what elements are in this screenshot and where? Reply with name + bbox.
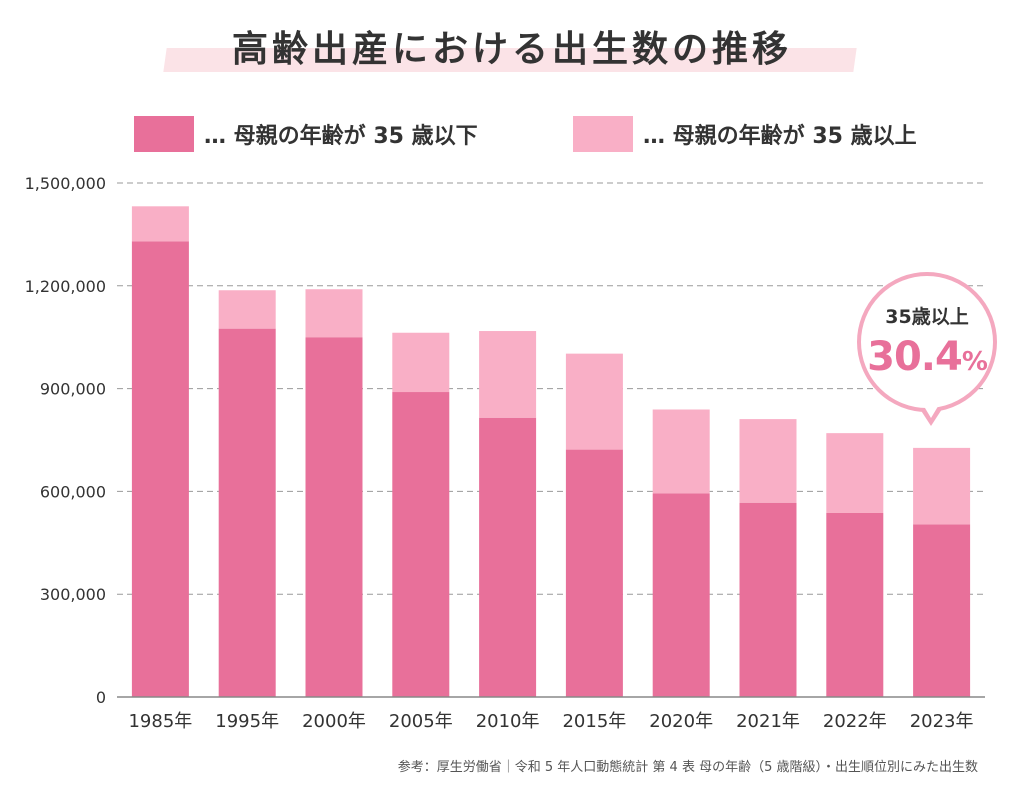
bar-over-35 [652, 409, 710, 494]
bar-over-35 [913, 447, 971, 525]
bar-over-35 [479, 331, 537, 418]
callout-bubble: 35歳以上 30.4% [857, 272, 997, 412]
callout-value-number: 30.4 [867, 334, 963, 380]
y-tick-label: 1,200,000 [25, 277, 106, 296]
bar-under-35 [218, 328, 276, 697]
callout-value-unit: % [961, 347, 988, 377]
x-tick-label: 1995年 [215, 711, 279, 732]
bar-under-35 [131, 241, 189, 697]
y-tick-label: 300,000 [40, 585, 106, 604]
bar-over-35 [131, 206, 189, 242]
x-tick-label: 2023年 [910, 711, 974, 732]
bar-under-35 [913, 524, 971, 697]
x-tick-label: 2010年 [476, 711, 540, 732]
bar-under-35 [652, 493, 710, 697]
legend-swatch-under-35 [134, 116, 194, 152]
callout-label: 35歳以上 [885, 306, 969, 328]
x-tick-label: 2015年 [562, 711, 626, 732]
x-tick-label: 2005年 [389, 711, 453, 732]
bar-under-35 [392, 392, 450, 697]
x-tick-label: 2022年 [823, 711, 887, 732]
bar-under-35 [739, 502, 797, 697]
y-tick-label: 600,000 [40, 482, 106, 501]
legend-item-over-35: … 母親の年齢が 35 歳以上 [573, 116, 917, 152]
x-tick-label: 1985年 [128, 711, 192, 732]
y-tick-label: 0 [96, 688, 106, 707]
x-tick-label: 2021年 [736, 711, 800, 732]
x-tick-label: 2020年 [649, 711, 713, 732]
legend-swatch-over-35 [573, 116, 633, 152]
callout-value: 30.4% [861, 334, 993, 380]
legend-label-under-35: … 母親の年齢が 35 歳以下 [204, 124, 478, 149]
bar-under-35 [305, 337, 363, 697]
bar-over-35 [305, 289, 363, 338]
bar-over-35 [565, 353, 623, 450]
bar-over-35 [392, 332, 450, 393]
bar-over-35 [218, 290, 276, 329]
y-tick-label: 1,500,000 [25, 174, 106, 193]
chart-title: 高齢出産における出生数の推移 [231, 29, 792, 70]
bar-over-35 [739, 419, 797, 503]
bar-under-35 [826, 512, 884, 697]
source-note: 参考：厚生労働省｜令和 5 年人口動態統計 第 4 表 母の年齢（5 歳階級）・… [397, 760, 978, 775]
x-tick-label: 2000年 [302, 711, 366, 732]
y-tick-label: 900,000 [40, 380, 106, 399]
legend-label-over-35: … 母親の年齢が 35 歳以上 [643, 124, 917, 149]
bar-over-35 [826, 433, 884, 513]
legend-item-under-35: … 母親の年齢が 35 歳以下 [134, 116, 478, 152]
callout-tail-inner [922, 403, 940, 418]
bar-under-35 [479, 417, 537, 697]
bar-under-35 [565, 449, 623, 697]
